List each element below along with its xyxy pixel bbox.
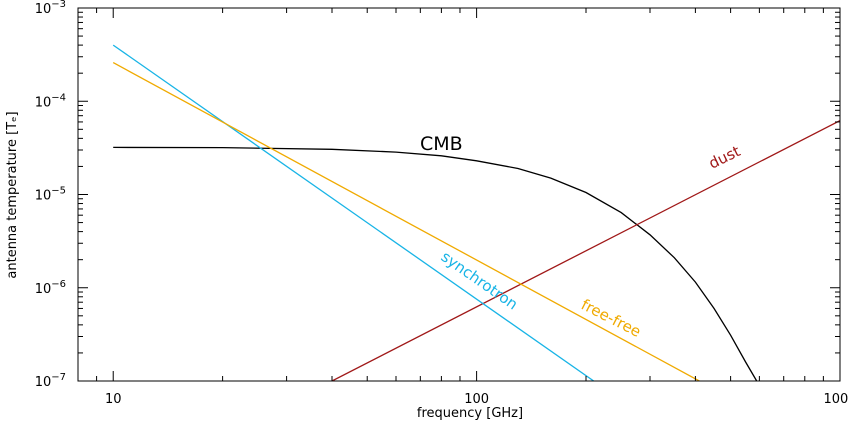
x-tick-label: 10 bbox=[105, 392, 122, 407]
series-label-dust: dust bbox=[706, 142, 743, 173]
x-tick-label: 100 bbox=[464, 392, 489, 407]
series-label-CMB: CMB bbox=[420, 133, 463, 155]
series-line-free-free bbox=[112, 62, 700, 381]
y-tick-label: 10−7 bbox=[35, 372, 66, 390]
series-line-CMB bbox=[113, 146, 758, 381]
plot-frame bbox=[77, 7, 841, 382]
x-axis-title: frequency [GHz] bbox=[417, 406, 523, 421]
series-line-dust bbox=[331, 120, 840, 381]
x-tick-label: 1000 bbox=[823, 392, 848, 407]
series-line-synchrotron bbox=[112, 44, 595, 381]
series-layer bbox=[112, 44, 840, 381]
tick-labels: 10 100 1000 10−7 10−6 10−5 10−4 10−3 bbox=[35, 0, 848, 407]
axis-ticks bbox=[77, 7, 841, 382]
y-axis-title: antenna temperature [Tₑ] bbox=[5, 111, 20, 278]
y-tick-label: 10−4 bbox=[35, 92, 66, 110]
y-tick-label: 10−5 bbox=[35, 186, 66, 204]
series-label-free-free: free-free bbox=[578, 296, 644, 341]
y-tick-label: 10−3 bbox=[35, 0, 66, 17]
y-tick-label: 10−6 bbox=[35, 279, 66, 297]
